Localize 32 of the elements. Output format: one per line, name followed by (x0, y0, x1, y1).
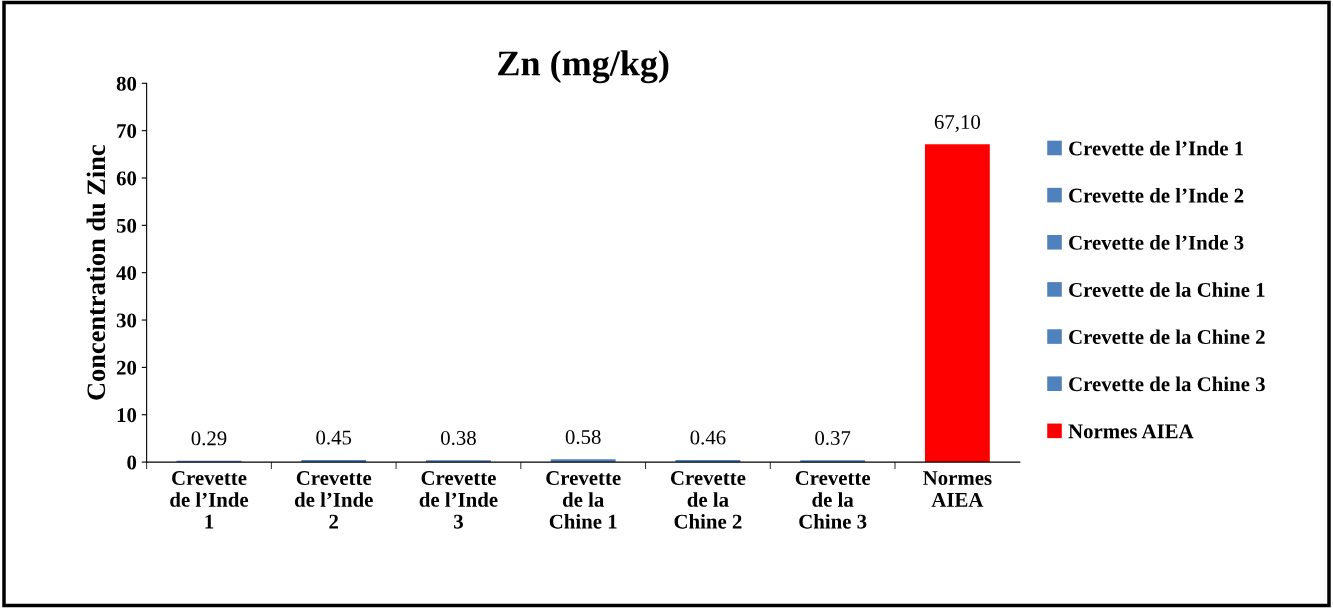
y-tick-label: 30 (116, 313, 137, 328)
data-label: 67,10 (934, 114, 981, 133)
chart-title: Zn (mg/kg) (498, 50, 669, 84)
y-tick-label: 0 (127, 455, 137, 470)
x-tick-label: Crevette de l’Inde 1 (170, 471, 249, 529)
data-label: 0.38 (441, 430, 476, 446)
x-tick-label: Normes AIEA (923, 471, 992, 507)
y-axis-title: Concentration du Zinc (86, 145, 106, 400)
y-tick-label: 10 (117, 408, 137, 423)
x-tick-label: Crevette de l’Inde 3 (419, 471, 498, 529)
x-tick-label: Crevette de la Chine 3 (795, 471, 871, 529)
y-tick-label: 80 (116, 76, 137, 91)
data-label: 0.29 (191, 431, 227, 446)
legend-label: Normes AIEA (1068, 424, 1194, 439)
x-tick-label: Crevette de la Chine 2 (670, 471, 746, 529)
y-tick-label: 50 (116, 218, 137, 233)
data-label: 0.46 (690, 430, 726, 445)
data-label: 0.58 (565, 429, 601, 445)
legend-label: Crevette de l’Inde 3 (1069, 235, 1244, 250)
y-tick-label: 20 (116, 360, 137, 375)
data-label: 0.45 (316, 430, 352, 445)
legend-label: Crevette de la Chine 3 (1069, 376, 1265, 392)
y-tick-label: 60 (116, 171, 137, 186)
y-tick-label: 40 (116, 266, 137, 281)
legend-label: Crevette de la Chine 2 (1069, 329, 1265, 345)
legend-label: Crevette de la Chine 1 (1069, 282, 1265, 297)
data-label: 0.37 (815, 430, 851, 446)
legend-label: Crevette de l’Inde 2 (1069, 187, 1244, 203)
x-tick-label: Crevette de la Chine 1 (546, 471, 621, 529)
x-tick-label: Crevette de l’Inde 2 (294, 471, 373, 529)
y-tick-label: 70 (117, 124, 137, 139)
legend-label: Crevette de l’Inde 1 (1069, 140, 1244, 156)
